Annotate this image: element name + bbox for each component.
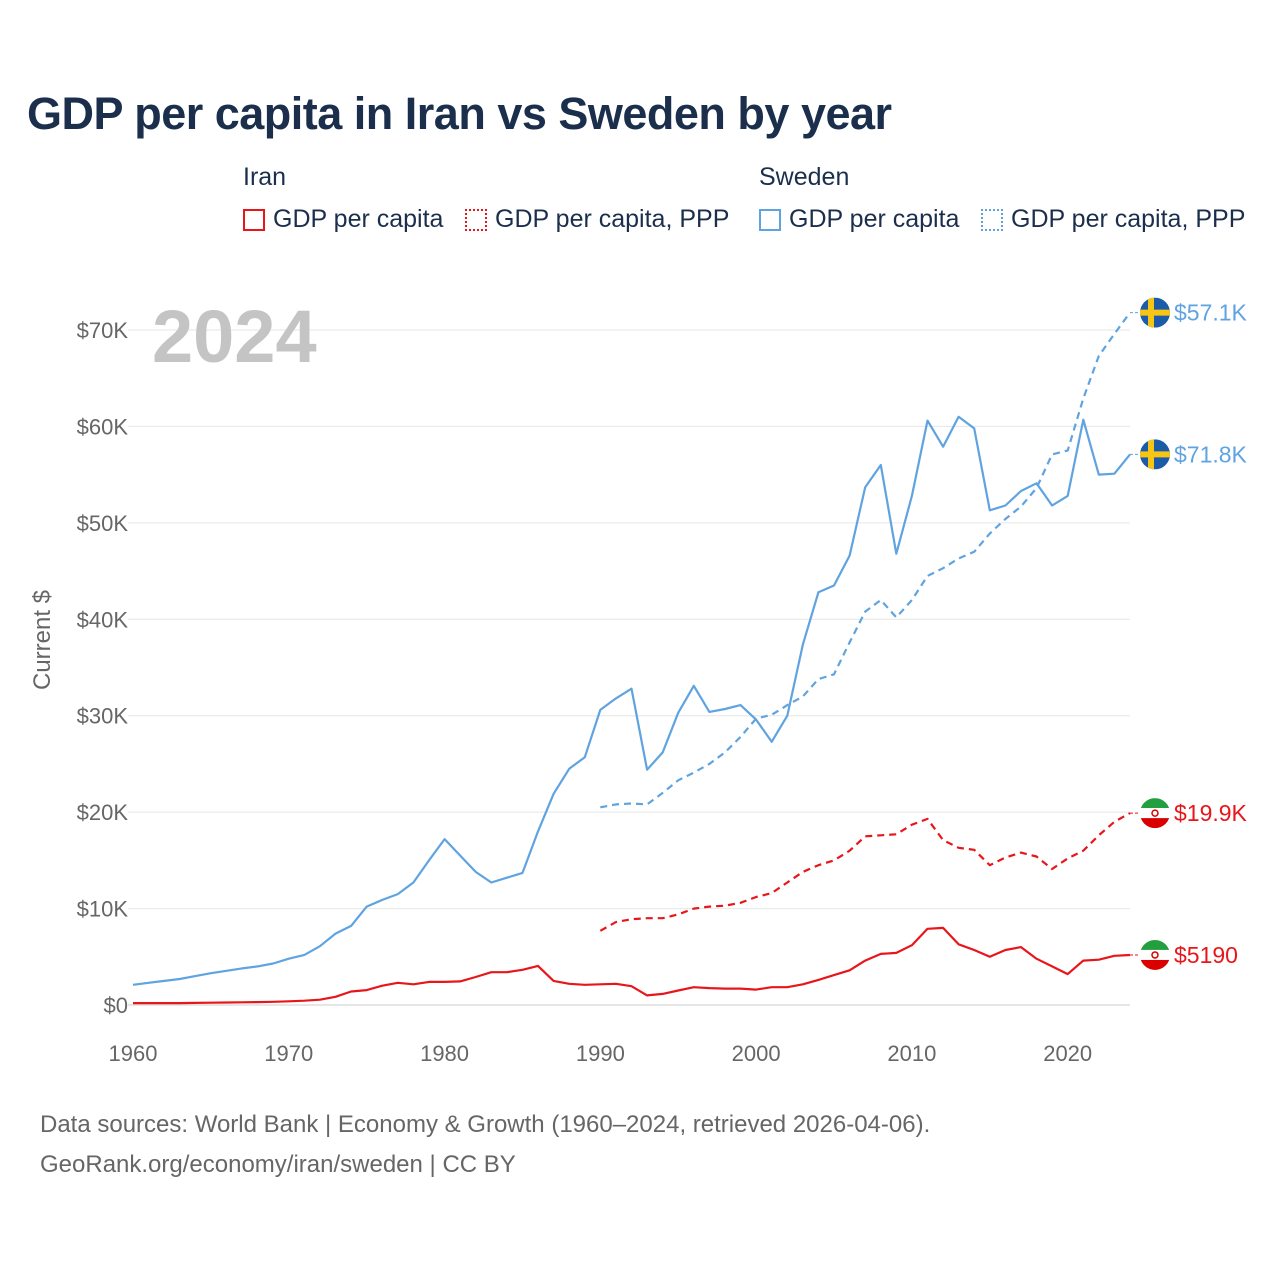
legend-item-sweden-gdp[interactable]: GDP per capita (759, 205, 959, 234)
end-value-label: $5190 (1174, 942, 1238, 968)
y-tick-label: $30K (77, 704, 129, 729)
series-line-2 (599, 812, 1131, 932)
x-tick-label: 1990 (576, 1041, 625, 1066)
iran-flag-icon (1140, 939, 1170, 970)
y-tick-label: $60K (77, 414, 129, 439)
legend-item-iran-gdp[interactable]: GDP per capita (243, 205, 443, 234)
legend-group-sweden: Sweden (759, 163, 850, 191)
sweden-flag-icon (1140, 439, 1170, 470)
legend-item-sweden-gdp-ppp[interactable]: GDP per capita, PPP (981, 205, 1245, 234)
x-tick-label: 1960 (109, 1041, 158, 1066)
x-tick-label: 1980 (420, 1041, 469, 1066)
iran-flag-icon (1140, 798, 1170, 829)
legend-label-sweden-gdp: GDP per capita (789, 205, 960, 233)
y-tick-label: $20K (77, 800, 129, 825)
series-line-3 (133, 926, 1131, 1005)
end-value-label: $57.1K (1174, 300, 1248, 326)
x-tick-label: 2010 (887, 1041, 936, 1066)
footer-sources: Data sources: World Bank | Economy & Gro… (40, 1111, 931, 1138)
series-line-1 (600, 311, 1131, 809)
end-value-label: $19.9K (1174, 800, 1248, 826)
y-axis-label: Current $ (29, 590, 56, 690)
legend-group-iran: Iran (243, 163, 287, 191)
x-tick-label: 2020 (1043, 1041, 1092, 1066)
y-tick-label: $10K (77, 897, 129, 922)
sweden-flag-icon (1140, 297, 1170, 328)
legend-label-iran-gdp-ppp: GDP per capita, PPP (495, 205, 730, 233)
legend-item-iran-gdp-ppp[interactable]: GDP per capita, PPP (465, 205, 729, 234)
x-tick-label: 2000 (732, 1041, 781, 1066)
line-chart: $0 $10K $20K $30K $40K $50K $60K $70K 1960 1970 19… (29, 295, 1248, 1066)
y-tick-label: $50K (77, 511, 129, 536)
chart-title: GDP per capita in Iran vs Sweden by year (27, 88, 892, 139)
footer: Data sources: World Bank | Economy & Gro… (40, 1105, 930, 1185)
y-tick-label: $40K (77, 607, 129, 632)
series-line-0 (132, 415, 1131, 986)
legend-swatch-sweden-gdp-ppp (981, 208, 1003, 231)
footer-credit: GeoRank.org/economy/iran/sweden | CC BY (40, 1151, 516, 1178)
x-tick-label: 1970 (264, 1041, 313, 1066)
legend-label-sweden-gdp-ppp: GDP per capita, PPP (1011, 205, 1246, 233)
legend-label-iran-gdp: GDP per capita (273, 205, 444, 233)
year-label: 2024 (152, 295, 317, 378)
y-tick-label: $70K (77, 318, 129, 343)
legend-swatch-sweden-gdp (759, 208, 781, 231)
legend-swatch-iran-gdp-ppp (465, 208, 487, 231)
end-value-label: $71.8K (1174, 441, 1248, 467)
y-tick-label: $0 (104, 993, 128, 1018)
legend-swatch-iran-gdp (243, 208, 265, 231)
